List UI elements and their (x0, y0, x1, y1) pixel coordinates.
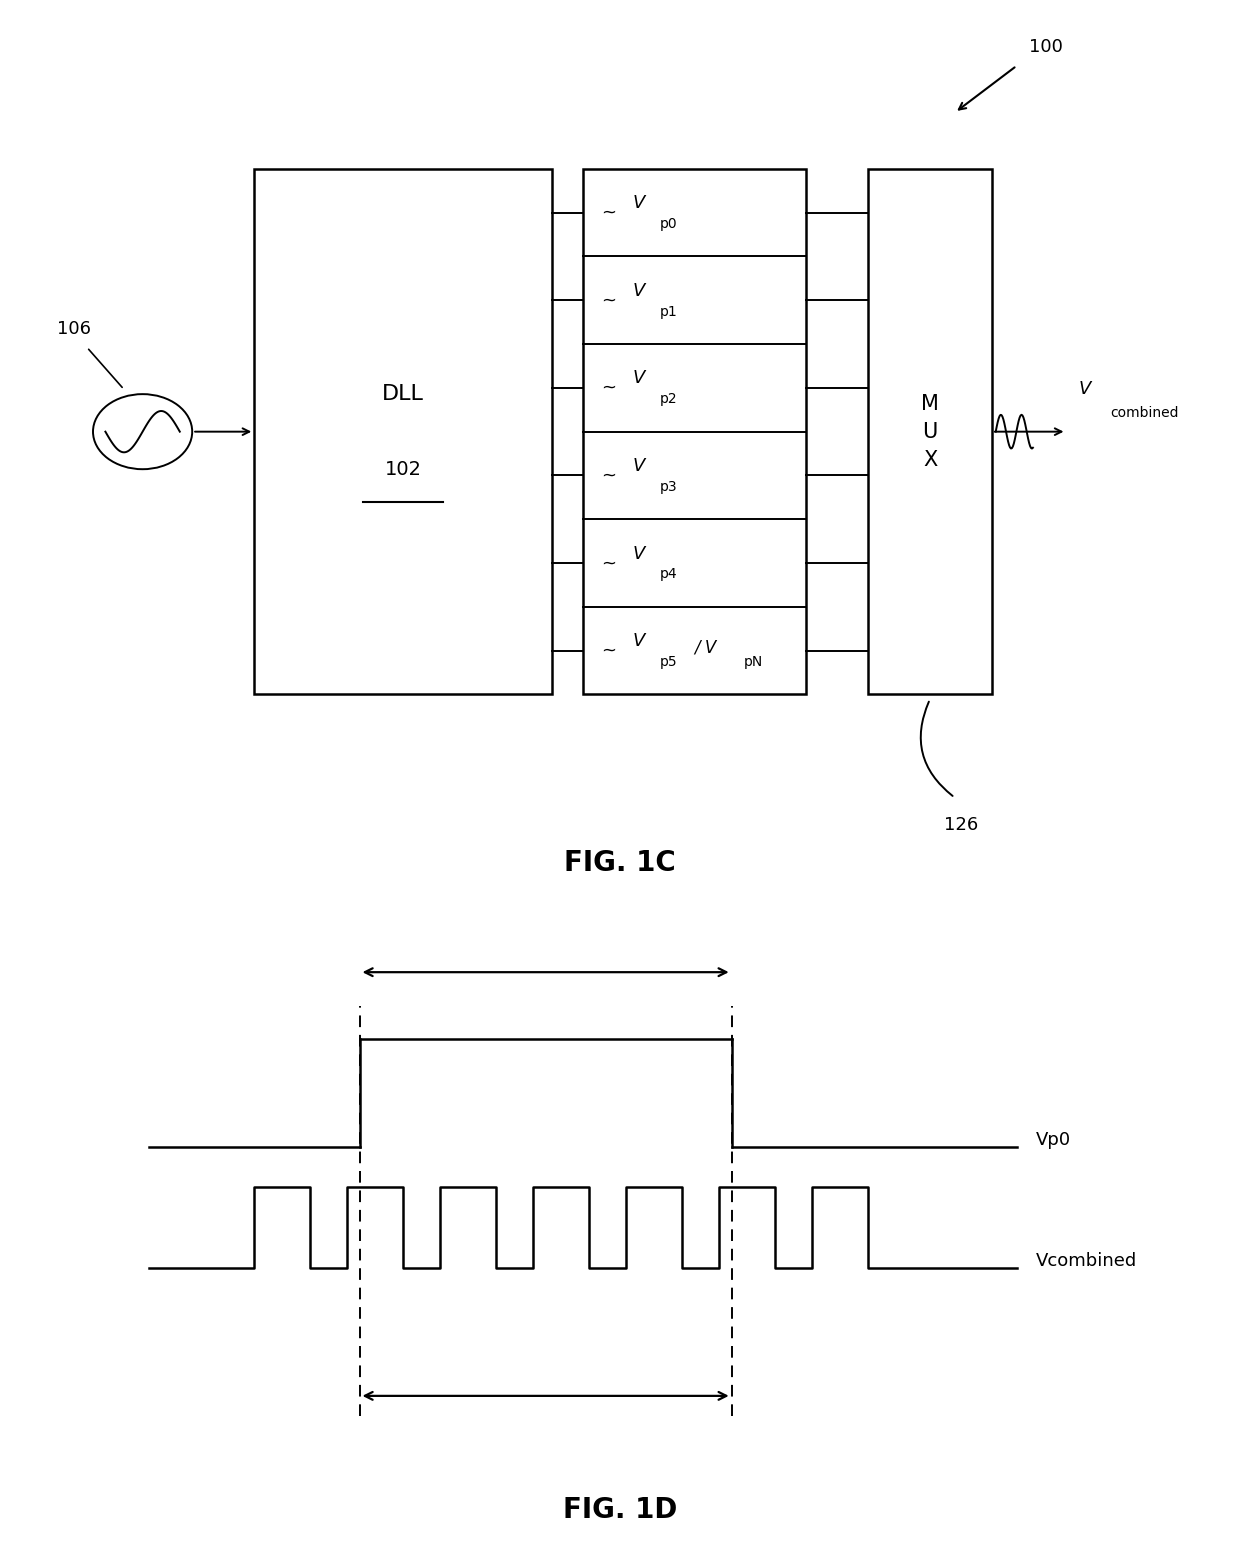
Text: 100: 100 (1029, 38, 1063, 56)
Text: V: V (632, 457, 645, 475)
Text: ~: ~ (601, 554, 616, 572)
Text: ~: ~ (601, 291, 616, 310)
Text: combined: combined (1110, 407, 1178, 419)
Text: ~: ~ (601, 641, 616, 660)
Text: ~: ~ (601, 466, 616, 485)
Text: p2: p2 (660, 393, 677, 407)
Text: DLL: DLL (382, 385, 424, 404)
Text: pN: pN (744, 655, 764, 669)
Text: p4: p4 (660, 568, 677, 582)
Text: ~: ~ (601, 203, 616, 222)
Text: p5: p5 (660, 655, 677, 669)
Text: V: V (632, 544, 645, 563)
Text: V: V (632, 632, 645, 651)
Text: 106: 106 (57, 319, 92, 338)
Text: Vp0: Vp0 (1035, 1131, 1070, 1150)
Text: V: V (632, 194, 645, 213)
Text: 102: 102 (384, 460, 422, 479)
Text: ~: ~ (601, 378, 616, 397)
Text: V: V (632, 369, 645, 388)
Text: 126: 126 (944, 816, 978, 835)
Bar (868, 169, 992, 694)
Text: V: V (632, 282, 645, 300)
Bar (254, 169, 552, 694)
Text: p3: p3 (660, 480, 677, 494)
Text: / V: / V (694, 638, 717, 657)
Text: V: V (1079, 380, 1091, 399)
Text: p0: p0 (660, 217, 677, 231)
Text: FIG. 1D: FIG. 1D (563, 1497, 677, 1525)
Bar (583, 169, 806, 694)
Text: Vcombined: Vcombined (1035, 1253, 1137, 1270)
Text: M
U
X: M U X (921, 394, 939, 469)
Text: p1: p1 (660, 305, 677, 319)
Text: FIG. 1C: FIG. 1C (564, 849, 676, 877)
